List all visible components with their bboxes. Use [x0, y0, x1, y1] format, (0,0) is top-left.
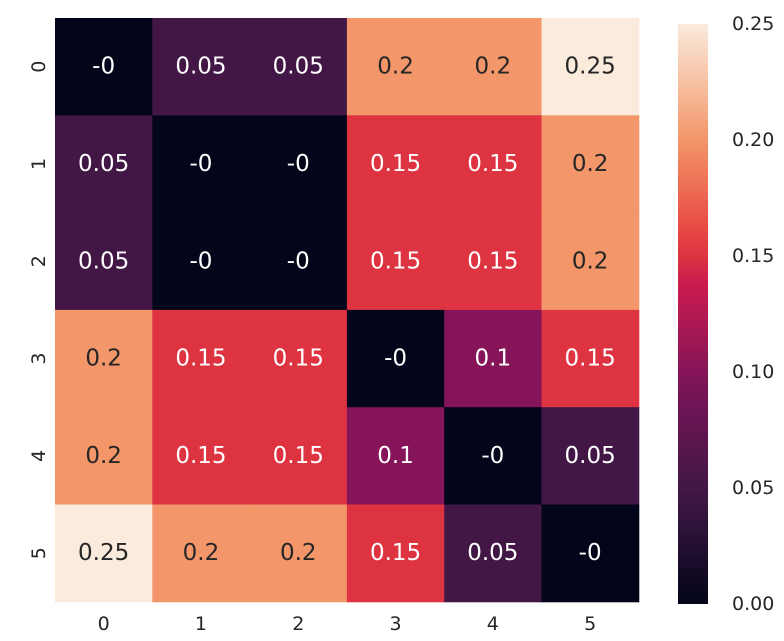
cell-annotation-1-2: -0 [287, 151, 310, 177]
cell-annotation-3-5: 0.15 [565, 346, 616, 372]
heatmap-cell-4-5 [541, 407, 640, 505]
cell-annotation-4-5: 0.05 [565, 443, 616, 469]
colorbar-tick-label: 0.00 [732, 593, 774, 615]
cell-annotation-0-5: 0.25 [565, 54, 616, 80]
cell-annotation-1-1: -0 [189, 151, 212, 177]
x-tick-label: 1 [195, 613, 207, 635]
heatmap-cell-4-0 [55, 407, 153, 505]
heatmap-cell-4-2 [249, 407, 348, 505]
heatmap-cell-0-3 [346, 18, 445, 116]
cell-annotation-2-3: 0.15 [370, 248, 421, 274]
heatmap-cell-5-1 [152, 504, 251, 603]
heatmap-cell-3-2 [249, 309, 348, 408]
heatmap-cell-5-2 [249, 504, 348, 603]
cell-annotation-2-2: -0 [287, 248, 310, 274]
cell-annotation-5-1: 0.2 [183, 540, 220, 566]
y-tick-label: 5 [28, 547, 50, 559]
cell-annotation-0-2: 0.05 [273, 54, 324, 80]
cell-annotation-5-4: 0.05 [467, 540, 518, 566]
colorbar-tick-label: 0.15 [732, 245, 774, 267]
colorbar [678, 24, 708, 604]
heatmap-cell-1-4 [444, 115, 542, 214]
cell-annotation-5-2: 0.2 [280, 540, 317, 566]
colorbar-tick-label: 0.20 [732, 129, 774, 151]
cell-annotation-2-5: 0.2 [572, 248, 609, 274]
cell-annotation-3-1: 0.15 [175, 346, 226, 372]
heatmap-cell-5-4 [444, 504, 542, 603]
heatmap-cell-2-3 [346, 212, 445, 311]
y-tick-label: 0 [28, 61, 50, 73]
cell-annotation-0-1: 0.05 [175, 54, 226, 80]
heatmap-cell-4-4 [444, 407, 542, 505]
cell-annotation-1-4: 0.15 [467, 151, 518, 177]
cell-annotation-1-3: 0.15 [370, 151, 421, 177]
cell-annotation-4-4: -0 [481, 443, 504, 469]
cell-annotation-2-0: 0.05 [78, 248, 129, 274]
heatmap-cell-1-3 [346, 115, 445, 214]
y-tick-label: 4 [28, 450, 50, 462]
cell-annotation-5-3: 0.15 [370, 540, 421, 566]
cell-annotation-4-1: 0.15 [175, 443, 226, 469]
heatmap-cell-5-0 [55, 504, 153, 603]
heatmap-cell-0-4 [444, 18, 542, 116]
y-axis-ticks: 0 1 2 3 4 5 [28, 61, 50, 560]
heatmap-cell-3-0 [55, 309, 153, 408]
heatmap-cell-4-3 [346, 407, 445, 505]
cell-annotation-4-3: 0.1 [377, 443, 414, 469]
heatmap-cell-0-2 [249, 18, 348, 116]
x-tick-label: 3 [390, 613, 402, 635]
heatmap-cell-0-5 [541, 18, 640, 116]
colorbar-tick-label: 0.05 [732, 477, 774, 499]
x-tick-label: 4 [487, 613, 499, 635]
cell-annotation-3-4: 0.1 [475, 346, 512, 372]
y-tick-label: 1 [28, 158, 50, 170]
cell-annotation-5-5: -0 [579, 540, 602, 566]
heatmap-cell-4-1 [152, 407, 251, 505]
cell-annotation-3-2: 0.15 [273, 346, 324, 372]
heatmap-cell-0-1 [152, 18, 251, 116]
x-axis-ticks: 0 1 2 3 4 5 [98, 613, 597, 635]
heatmap-cell-2-2 [249, 212, 348, 311]
heatmap-cell-2-4 [444, 212, 542, 311]
heatmap-cell-1-2 [249, 115, 348, 214]
heatmap-cell-2-5 [541, 212, 640, 311]
heatmap-cells: -0 0.05 0.05 0.2 0.2 0.25 0.05 -0 -0 0.15 0.15 0.2 0… [55, 18, 640, 603]
cell-annotation-4-0: 0.2 [85, 443, 122, 469]
cell-annotation-2-1: -0 [189, 248, 212, 274]
y-tick-label: 2 [28, 255, 50, 267]
cell-annotation-2-4: 0.15 [467, 248, 518, 274]
cell-annotation-5-0: 0.25 [78, 540, 129, 566]
colorbar-tick-label: 0.10 [732, 361, 774, 383]
heatmap-cell-1-0 [55, 115, 153, 214]
heatmap-cell-3-5 [541, 309, 640, 408]
heatmap-cell-5-3 [346, 504, 445, 603]
heatmap-cell-3-1 [152, 309, 251, 408]
heatmap-cell-0-0 [55, 18, 153, 116]
cell-annotation-3-3: -0 [384, 346, 407, 372]
heatmap-cell-2-0 [55, 212, 153, 311]
colorbar-ticks: 0.00 0.05 0.10 0.15 0.20 0.25 [732, 13, 774, 615]
x-tick-label: 5 [584, 613, 596, 635]
heatmap-cell-1-5 [541, 115, 640, 214]
cell-annotation-0-4: 0.2 [475, 54, 512, 80]
x-tick-label: 2 [292, 613, 304, 635]
colorbar-tick-label: 0.25 [732, 13, 774, 35]
cell-annotation-1-0: 0.05 [78, 151, 129, 177]
heatmap-cell-3-3 [346, 309, 445, 408]
heatmap-cell-1-1 [152, 115, 251, 214]
cell-annotation-4-2: 0.15 [273, 443, 324, 469]
cell-annotation-1-5: 0.2 [572, 151, 609, 177]
heatmap-cell-3-4 [444, 309, 542, 408]
cell-annotation-3-0: 0.2 [85, 346, 122, 372]
heatmap-cell-2-1 [152, 212, 251, 311]
x-tick-label: 0 [98, 613, 110, 635]
cell-annotation-0-0: -0 [92, 54, 115, 80]
y-tick-label: 3 [28, 353, 50, 365]
cell-annotation-0-3: 0.2 [377, 54, 414, 80]
heatmap-cell-5-5 [541, 504, 640, 603]
